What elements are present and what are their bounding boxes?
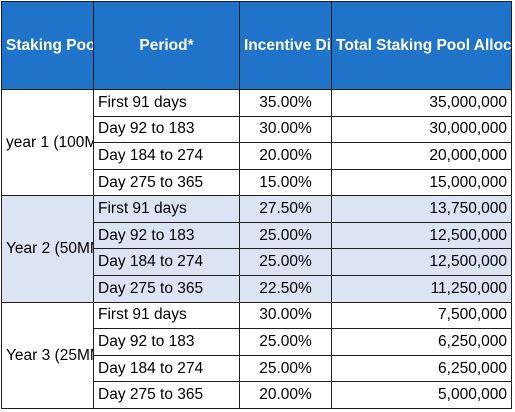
period-cell: Day 92 to 183 — [93, 221, 240, 250]
allocation-cell: 6,250,000 — [331, 354, 512, 383]
year-label: Year 3 (25MM Tokens) — [1, 301, 94, 410]
period-cell: Day 275 to 365 — [93, 275, 240, 303]
curve-cell: 20.00% — [239, 142, 332, 170]
curve-cell: 30.00% — [239, 115, 332, 144]
table-row: Day 275 to 365 15.00% 15,000,000 — [2, 168, 512, 197]
curve-cell: 25.00% — [239, 328, 332, 356]
table-row: Year 2 (50MM tokens First 91 days 27.50%… — [1, 195, 512, 303]
allocation-cell: 12,500,000 — [331, 248, 512, 277]
header-staking-pool-period: Staking Pool Period — [1, 1, 94, 90]
table-row: Day 92 to 183 25.00% 12,500,000 — [2, 221, 512, 250]
period-cell: First 91 days — [93, 195, 240, 223]
year-label: Year 2 (50MM tokens — [1, 195, 94, 303]
table-row: Year 3 (25MM Tokens) First 91 days 30.00… — [1, 301, 512, 410]
allocation-cell: 15,000,000 — [331, 168, 512, 197]
year-3-group: Year 3 (25MM Tokens) First 91 days 30.00… — [1, 301, 512, 410]
period-cell: Day 184 to 274 — [93, 248, 240, 277]
period-cell: First 91 days — [93, 301, 240, 330]
allocation-cell: 12,500,000 — [331, 221, 512, 250]
year-2-group: Year 2 (50MM tokens First 91 days 27.50%… — [1, 195, 512, 303]
table-row: year 1 (100MM Tokens) First 91 days 35.0… — [1, 88, 512, 197]
year-label: year 1 (100MM Tokens) — [1, 88, 94, 197]
table-row: Day 275 to 365 20.00% 5,000,000 — [2, 381, 512, 409]
header-row: Staking Pool Period Period* Incentive Di… — [1, 1, 512, 90]
allocation-cell: 30,000,000 — [331, 115, 512, 144]
curve-cell: 30.00% — [239, 301, 332, 330]
allocation-cell: 35,000,000 — [331, 89, 512, 117]
period-cell: Day 275 to 365 — [93, 168, 240, 197]
allocation-cell: 5,000,000 — [331, 381, 512, 409]
curve-cell: 20.00% — [239, 381, 332, 409]
curve-cell: 27.50% — [239, 195, 332, 223]
table-row: Day 92 to 183 30.00% 30,000,000 — [2, 115, 512, 144]
table-row: Day 184 to 274 20.00% 20,000,000 — [2, 142, 512, 170]
period-cell: Day 275 to 365 — [93, 381, 240, 409]
curve-cell: 35.00% — [239, 89, 332, 117]
period-cell: Day 92 to 183 — [93, 115, 240, 144]
curve-cell: 25.00% — [239, 221, 332, 250]
header-period: Period* — [93, 1, 240, 90]
header-incentive-distribution-curve: Incentive Distribution Curve — [239, 1, 332, 90]
table-row: Day 275 to 365 22.50% 11,250,000 — [2, 275, 512, 303]
period-cell: Day 184 to 274 — [93, 354, 240, 383]
year-1-group: year 1 (100MM Tokens) First 91 days 35.0… — [1, 88, 512, 197]
allocation-cell: 7,500,000 — [331, 301, 512, 330]
table-row: Day 184 to 274 25.00% 12,500,000 — [2, 248, 512, 277]
allocation-cell: 6,250,000 — [331, 328, 512, 356]
curve-cell: 22.50% — [239, 275, 332, 303]
period-cell: Day 92 to 183 — [93, 328, 240, 356]
table-row: Day 92 to 183 25.00% 6,250,000 — [2, 328, 512, 356]
header-total-allocations: Total Staking Pool Allocations across St… — [331, 1, 512, 90]
table-row: Day 184 to 274 25.00% 6,250,000 — [2, 354, 512, 383]
period-cell: First 91 days — [93, 89, 240, 117]
allocation-cell: 20,000,000 — [331, 142, 512, 170]
curve-cell: 25.00% — [239, 248, 332, 277]
table-header: Staking Pool Period Period* Incentive Di… — [1, 1, 512, 90]
curve-cell: 15.00% — [239, 168, 332, 197]
allocation-cell: 11,250,000 — [331, 275, 512, 303]
curve-cell: 25.00% — [239, 354, 332, 383]
allocation-cell: 13,750,000 — [331, 195, 512, 223]
period-cell: Day 184 to 274 — [93, 142, 240, 170]
